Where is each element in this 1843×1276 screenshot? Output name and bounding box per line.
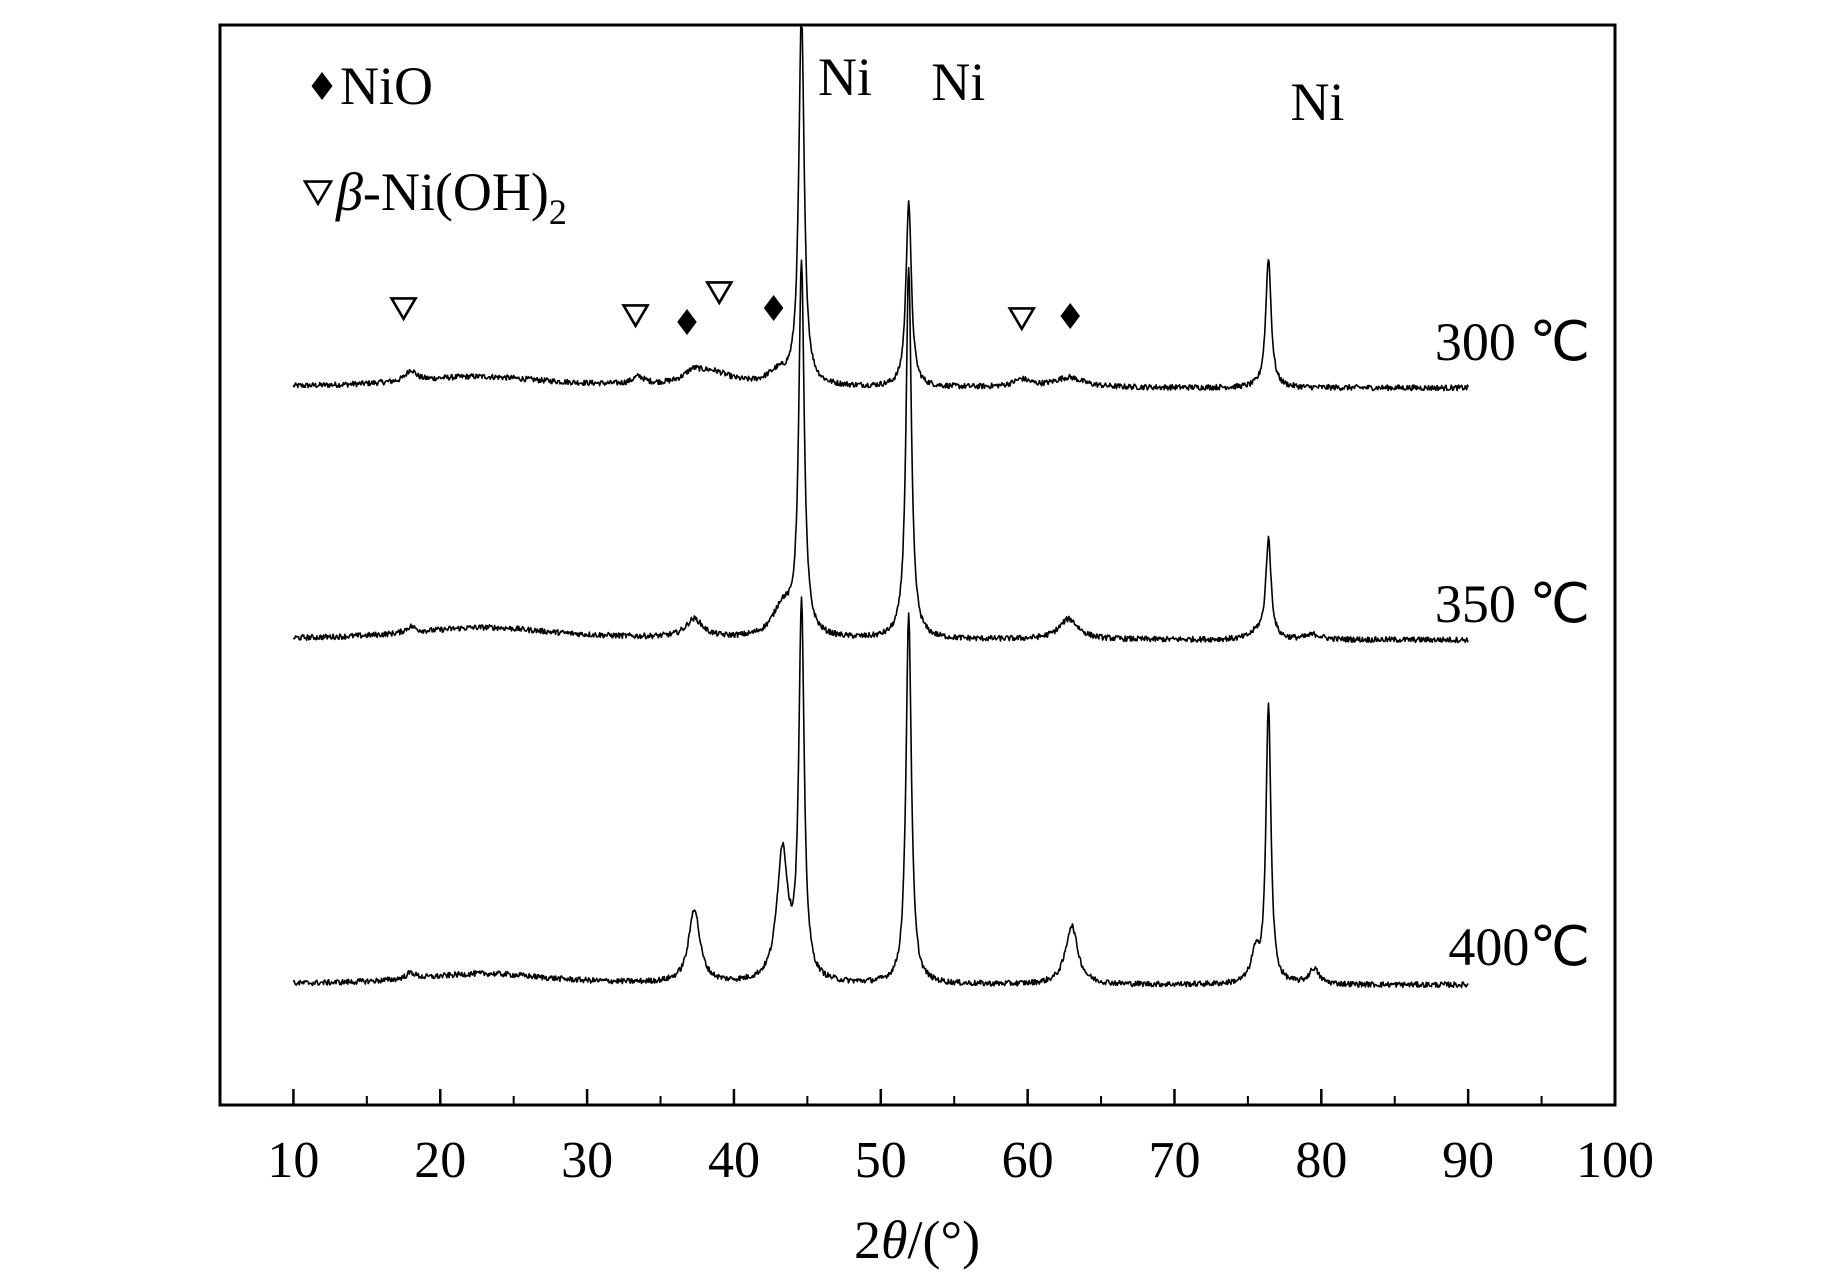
peak-labels: Ni Ni Ni [818, 47, 1344, 132]
legend: NiO β-Ni(OH)2 [302, 56, 567, 232]
peak-label-ni: Ni [931, 52, 985, 112]
x-tick-label: 90 [1442, 1132, 1494, 1189]
series-label: 300 ℃ [1435, 312, 1590, 372]
triangle-marker [1007, 307, 1037, 332]
triangle-marker [302, 180, 334, 207]
series-line [292, 259, 1469, 644]
series-label: 350 ℃ [1435, 574, 1590, 634]
x-tick-label: 60 [1002, 1132, 1054, 1189]
x-tick-label: 100 [1576, 1132, 1654, 1189]
series-line [292, 26, 1469, 392]
x-tick-label: 40 [708, 1132, 760, 1189]
peak-label-ni: Ni [1290, 72, 1344, 132]
series-label: 400℃ [1448, 917, 1590, 977]
triangle-marker [389, 297, 418, 322]
plot-frame [218, 23, 1617, 1107]
phase-markers [389, 281, 1080, 335]
x-tick-label: 20 [414, 1132, 466, 1189]
legend-label-ni-oh2: β-Ni(OH)2 [335, 162, 567, 232]
diamond-marker [677, 309, 697, 335]
series-traces [292, 26, 1469, 989]
legend-label-nio: NiO [340, 56, 433, 116]
diamond-marker [1060, 303, 1080, 329]
x-axis-title: 2θ/(°) [854, 1210, 980, 1270]
series-line [292, 596, 1469, 989]
x-axis-ticks: 10 20 30 40 50 60 70 80 90 100 [219, 1089, 1654, 1189]
series-labels: 300 ℃ 350 ℃ 400℃ [1435, 312, 1590, 977]
diamond-marker [311, 72, 333, 100]
peak-label-ni: Ni [818, 47, 872, 107]
diamond-marker [763, 295, 784, 321]
x-tick-label: 50 [855, 1132, 907, 1189]
triangle-marker [621, 304, 650, 329]
x-tick-label: 70 [1148, 1132, 1200, 1189]
x-tick-label: 10 [267, 1132, 319, 1189]
x-tick-label: 30 [561, 1132, 613, 1189]
triangle-marker [704, 281, 734, 306]
x-tick-label: 80 [1295, 1132, 1347, 1189]
